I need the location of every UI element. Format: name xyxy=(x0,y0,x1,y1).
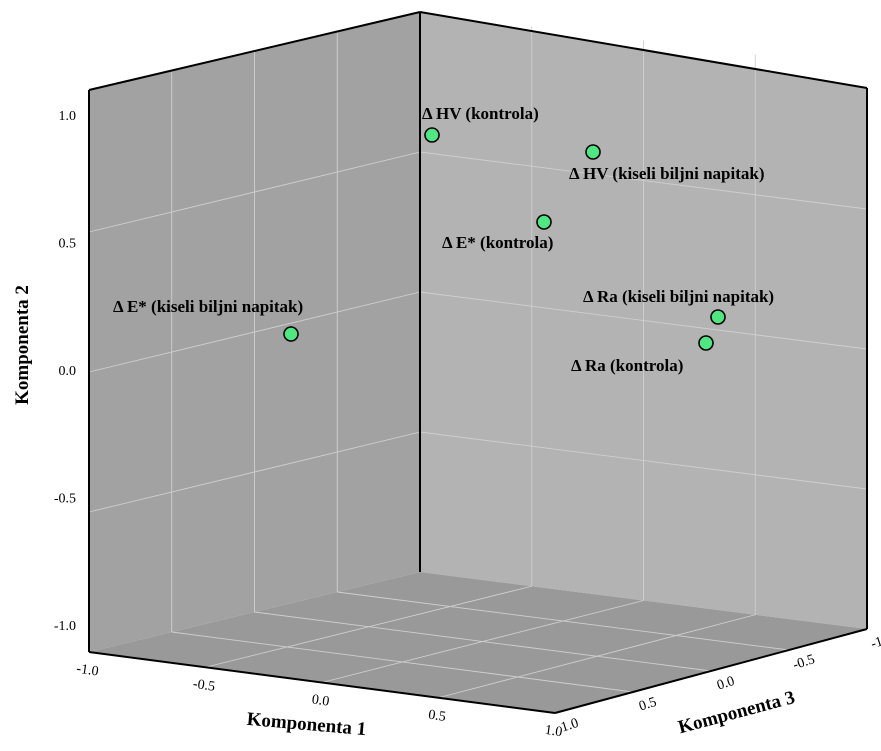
data-point xyxy=(424,127,440,143)
z-tick-label: 0.5 xyxy=(637,695,658,715)
box-edges xyxy=(88,11,868,714)
tick-labels: -1.0-0.50.00.51.0-1.0-0.50.00.51.01.00.5… xyxy=(54,109,881,740)
point-label: Δ Ra (kiseli biljni napitak) xyxy=(583,287,774,306)
x-tick-label: 1.0 xyxy=(544,723,563,740)
point-label: Δ E* (kiseli biljni napitak) xyxy=(113,297,303,316)
data-point xyxy=(283,326,299,342)
x-tick-label: 0.0 xyxy=(311,692,330,709)
data-point xyxy=(585,144,601,160)
point-labels: Δ HV (kontrola) Δ HV (kiseli biljni napit… xyxy=(113,104,774,375)
x-tick-label: -0.5 xyxy=(192,677,216,695)
y-tick-label: 1.0 xyxy=(59,109,77,124)
grid-lines xyxy=(88,26,868,699)
data-points xyxy=(283,127,726,351)
x-tick-label: -1.0 xyxy=(75,662,99,680)
point-label: Δ HV (kiseli biljni napitak) xyxy=(569,164,765,183)
data-point xyxy=(698,335,714,351)
point-label: Δ E* (kontrola) xyxy=(442,233,553,252)
data-point xyxy=(710,309,726,325)
y-axis-title: Komponenta 2 xyxy=(12,285,33,405)
point-label: Δ HV (kontrola) xyxy=(422,104,539,123)
x-axis-title: Komponenta 1 xyxy=(246,709,367,740)
y-tick-label: -1.0 xyxy=(54,619,76,634)
data-point xyxy=(536,214,552,230)
x-tick-label: 0.5 xyxy=(427,708,446,725)
z-axis-title: Komponenta 3 xyxy=(676,687,797,738)
z-tick-label: -0.5 xyxy=(791,652,817,673)
y-tick-label: -0.5 xyxy=(54,492,76,507)
z-tick-label: -1.0 xyxy=(869,631,881,652)
y-tick-label: 0.0 xyxy=(59,364,77,379)
z-tick-label: 0.0 xyxy=(715,674,736,694)
z-tick-label: 1.0 xyxy=(559,716,580,736)
y-tick-label: 0.5 xyxy=(59,237,77,252)
point-label: Δ Ra (kontrola) xyxy=(571,356,683,375)
